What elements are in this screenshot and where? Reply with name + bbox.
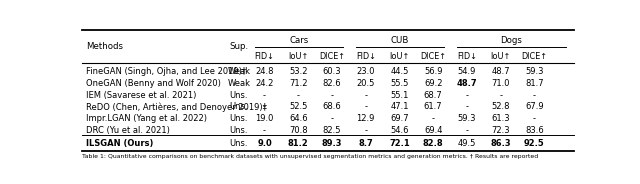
Text: -: - [364, 126, 367, 135]
Text: 56.9: 56.9 [424, 67, 442, 76]
Text: Sup.: Sup. [229, 42, 248, 51]
Text: Uns.: Uns. [230, 102, 248, 112]
Text: 70.8: 70.8 [289, 126, 308, 135]
Text: 81.2: 81.2 [288, 139, 308, 148]
Text: FineGAN (Singh, Ojha, and Lee 2019)†: FineGAN (Singh, Ojha, and Lee 2019)† [86, 67, 246, 76]
Text: IoU↑: IoU↑ [490, 52, 511, 61]
Text: 71.0: 71.0 [492, 79, 510, 88]
Text: Uns.: Uns. [230, 126, 248, 135]
Text: -: - [431, 114, 435, 123]
Text: Impr.LGAN (Yang et al. 2022): Impr.LGAN (Yang et al. 2022) [86, 114, 207, 123]
Text: 55.5: 55.5 [390, 79, 408, 88]
Text: ReDO (Chen, Artières, and Denoyer 2019)‡: ReDO (Chen, Artières, and Denoyer 2019)‡ [86, 102, 267, 112]
Text: Cars: Cars [289, 36, 308, 45]
Text: 72.3: 72.3 [492, 126, 510, 135]
Text: Table 1: Quantitative comparisons on benchmark datasets with unsupervised segmen: Table 1: Quantitative comparisons on ben… [83, 154, 539, 159]
Text: 69.4: 69.4 [424, 126, 442, 135]
Text: -: - [465, 91, 468, 100]
Text: 48.7: 48.7 [456, 79, 477, 88]
Text: 86.3: 86.3 [490, 139, 511, 148]
Text: 64.6: 64.6 [289, 114, 308, 123]
Text: 55.1: 55.1 [390, 91, 408, 100]
Text: DRC (Yu et al. 2021): DRC (Yu et al. 2021) [86, 126, 170, 135]
Text: OneGAN (Benny and Wolf 2020): OneGAN (Benny and Wolf 2020) [86, 79, 221, 88]
Text: 54.9: 54.9 [458, 67, 476, 76]
Text: 82.6: 82.6 [323, 79, 341, 88]
Text: 68.7: 68.7 [424, 91, 442, 100]
Text: DICE↑: DICE↑ [522, 52, 547, 61]
Text: 82.8: 82.8 [423, 139, 444, 148]
Text: -: - [465, 102, 468, 112]
Text: Uns.: Uns. [230, 91, 248, 100]
Text: 83.6: 83.6 [525, 126, 544, 135]
Text: -: - [364, 102, 367, 112]
Text: 49.5: 49.5 [458, 139, 476, 148]
Text: 59.3: 59.3 [458, 114, 476, 123]
Text: 61.7: 61.7 [424, 102, 442, 112]
Text: 60.3: 60.3 [323, 67, 341, 76]
Text: Weak: Weak [227, 79, 250, 88]
Text: Uns.: Uns. [230, 139, 248, 148]
Text: 52.8: 52.8 [492, 102, 510, 112]
Text: 81.7: 81.7 [525, 79, 543, 88]
Text: FID↓: FID↓ [356, 52, 376, 61]
Text: -: - [263, 102, 266, 112]
Text: 19.0: 19.0 [255, 114, 274, 123]
Text: 92.5: 92.5 [524, 139, 545, 148]
Text: -: - [465, 126, 468, 135]
Text: 24.8: 24.8 [255, 67, 274, 76]
Text: DICE↑: DICE↑ [420, 52, 446, 61]
Text: -: - [533, 91, 536, 100]
Text: IoU↑: IoU↑ [389, 52, 410, 61]
Text: FID↓: FID↓ [255, 52, 275, 61]
Text: Methods: Methods [86, 42, 123, 51]
Text: 9.0: 9.0 [257, 139, 272, 148]
Text: 71.2: 71.2 [289, 79, 307, 88]
Text: 89.3: 89.3 [322, 139, 342, 148]
Text: -: - [499, 91, 502, 100]
Text: IEM (Savarese et al. 2021): IEM (Savarese et al. 2021) [86, 91, 196, 100]
Text: 54.6: 54.6 [390, 126, 409, 135]
Text: Weak: Weak [227, 67, 250, 76]
Text: 47.1: 47.1 [390, 102, 409, 112]
Text: 69.2: 69.2 [424, 79, 442, 88]
Text: 61.3: 61.3 [492, 114, 510, 123]
Text: 8.7: 8.7 [358, 139, 373, 148]
Text: 53.2: 53.2 [289, 67, 307, 76]
Text: -: - [297, 91, 300, 100]
Text: 23.0: 23.0 [356, 67, 375, 76]
Text: -: - [364, 91, 367, 100]
Text: 67.9: 67.9 [525, 102, 543, 112]
Text: 59.3: 59.3 [525, 67, 543, 76]
Text: 44.5: 44.5 [390, 67, 408, 76]
Text: Dogs: Dogs [500, 36, 522, 45]
Text: 82.5: 82.5 [323, 126, 341, 135]
Text: 12.9: 12.9 [356, 114, 375, 123]
Text: IoU↑: IoU↑ [288, 52, 308, 61]
Text: 72.1: 72.1 [389, 139, 410, 148]
Text: -: - [263, 126, 266, 135]
Text: Uns.: Uns. [230, 114, 248, 123]
Text: CUB: CUB [391, 36, 409, 45]
Text: -: - [263, 91, 266, 100]
Text: 20.5: 20.5 [356, 79, 375, 88]
Text: 24.2: 24.2 [255, 79, 274, 88]
Text: 69.7: 69.7 [390, 114, 409, 123]
Text: -: - [330, 114, 333, 123]
Text: 48.7: 48.7 [492, 67, 510, 76]
Text: ILSGAN (Ours): ILSGAN (Ours) [86, 139, 154, 148]
Text: 68.6: 68.6 [323, 102, 341, 112]
Text: DICE↑: DICE↑ [319, 52, 345, 61]
Text: FID↓: FID↓ [457, 52, 477, 61]
Text: -: - [330, 91, 333, 100]
Text: 52.5: 52.5 [289, 102, 307, 112]
Text: -: - [533, 114, 536, 123]
